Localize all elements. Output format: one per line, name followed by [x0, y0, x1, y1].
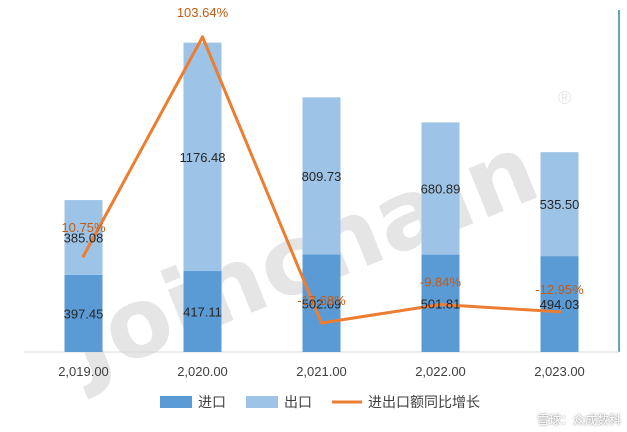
data-label-export: 385.08	[64, 230, 104, 245]
line-labels-layer: 10.75% 103.64% -17.68% -9.84% -12.95%	[61, 5, 584, 308]
data-label-growth: -12.95%	[535, 282, 584, 297]
bars-layer	[64, 42, 579, 352]
bar-export	[183, 42, 222, 272]
data-label-growth: 10.75%	[61, 220, 106, 235]
data-label-import: 397.45	[64, 306, 104, 321]
data-label-export: 809.73	[302, 169, 342, 184]
data-label-import: 494.03	[540, 297, 580, 312]
legend-label: 进出口额同比增长	[368, 394, 480, 410]
growth-point	[557, 310, 562, 314]
growth-line-layer	[81, 35, 562, 325]
watermark-registered: ®	[558, 88, 571, 108]
legend-label: 进口	[198, 394, 226, 410]
growth-point	[438, 302, 443, 307]
data-label-import: 502.09	[302, 296, 342, 311]
growth-point	[200, 35, 205, 39]
bar-export	[540, 152, 579, 257]
x-tick-label: 2,019.00	[58, 364, 109, 379]
legend-swatch	[160, 396, 192, 408]
x-tick-label: 2,023.00	[534, 364, 585, 379]
watermark-text: Joinchain	[47, 112, 553, 403]
data-label-export: 535.50	[540, 197, 580, 212]
data-label-import: 417.11	[183, 305, 222, 320]
bar-export	[302, 97, 341, 255]
data-label-growth: 103.64%	[177, 5, 229, 20]
legend-swatch	[246, 396, 278, 408]
data-label-growth: -9.84%	[420, 274, 462, 289]
legend: 进口 出口 进出口额同比增长	[160, 394, 480, 410]
bar-import	[302, 254, 341, 352]
data-label-export: 1176.48	[179, 150, 225, 165]
x-tick-labels: 2,019.00 2,020.00 2,021.00 2,022.00 2,023.00	[58, 364, 585, 379]
footer-mark: 雪球：众成数科	[536, 413, 621, 427]
x-tick-label: 2,022.00	[415, 364, 466, 379]
data-label-growth: -17.68%	[297, 293, 346, 308]
growth-point	[319, 321, 324, 325]
x-tick-label: 2,021.00	[296, 364, 347, 379]
data-label-export: 680.89	[421, 182, 461, 197]
growth-point	[81, 254, 86, 258]
data-label-import: 501.81	[421, 296, 461, 311]
bar-labels-layer: 397.45 385.08 417.11 1176.48 502.09 809.73 501…	[64, 150, 580, 322]
bar-export	[421, 122, 460, 255]
bar-import	[183, 271, 222, 352]
bar-import	[540, 256, 579, 352]
bar-import	[64, 274, 103, 352]
legend-label: 出口	[284, 394, 312, 410]
x-tick-label: 2,020.00	[177, 364, 228, 379]
bar-export	[64, 200, 103, 275]
